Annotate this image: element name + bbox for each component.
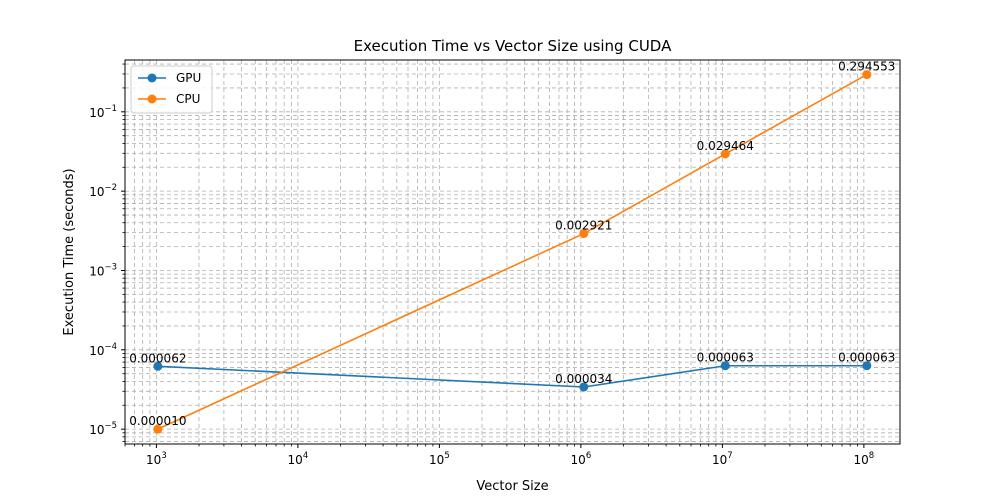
plot-frame bbox=[124, 59, 901, 445]
axis-ticks: 103 104 105 106 107 108 10−5 10−4 10−3 10−2 10−1 bbox=[89, 63, 875, 467]
gpu-data-label: 0.000063 bbox=[838, 351, 895, 365]
y-tick-label: 10−3 bbox=[89, 262, 117, 278]
data-labels: 0.000062 0.000034 0.000063 0.000063 0.000010… bbox=[129, 60, 895, 429]
cpu-data-label: 0.000010 bbox=[129, 414, 186, 428]
legend-cpu-marker bbox=[147, 94, 157, 104]
cpu-data-point bbox=[579, 229, 589, 239]
x-tick-label: 104 bbox=[288, 451, 309, 467]
x-tick-label: 108 bbox=[854, 451, 875, 467]
x-tick-label: 105 bbox=[429, 451, 450, 467]
legend-gpu-marker bbox=[147, 73, 157, 83]
legend-cpu-label: CPU bbox=[176, 92, 200, 106]
x-tick-label: 106 bbox=[571, 451, 592, 467]
legend: GPU CPU bbox=[130, 65, 213, 114]
y-tick-label: 10−1 bbox=[89, 104, 117, 120]
cpu-series-line bbox=[157, 73, 868, 430]
cpu-data-label: 0.294553 bbox=[838, 60, 895, 74]
y-tick-label: 10−5 bbox=[89, 421, 117, 437]
cpu-data-point bbox=[153, 424, 163, 434]
legend-gpu-label: GPU bbox=[176, 71, 201, 85]
gpu-data-point bbox=[862, 361, 872, 371]
x-tick-label: 103 bbox=[146, 451, 167, 467]
cpu-data-label: 0.029464 bbox=[697, 139, 754, 153]
cpu-data-label: 0.002921 bbox=[555, 219, 612, 233]
chart-title: Execution Time vs Vector Size using CUDA bbox=[354, 37, 672, 55]
gpu-data-label: 0.000063 bbox=[697, 351, 754, 365]
series bbox=[153, 70, 872, 434]
gpu-data-point bbox=[720, 361, 730, 371]
x-tick-label: 107 bbox=[712, 451, 733, 467]
y-axis-label: Execution Time (seconds) bbox=[62, 168, 77, 335]
y-tick-label: 10−4 bbox=[89, 342, 117, 358]
gpu-data-label: 0.000062 bbox=[129, 351, 186, 365]
cpu-data-point bbox=[862, 70, 872, 80]
x-axis-label: Vector Size bbox=[476, 479, 548, 494]
gpu-data-point bbox=[579, 382, 589, 392]
gpu-data-point bbox=[153, 361, 163, 371]
gpu-series-line bbox=[157, 364, 867, 388]
grid bbox=[124, 60, 900, 444]
y-tick-label: 10−2 bbox=[89, 183, 117, 199]
cpu-data-point bbox=[720, 149, 730, 159]
gpu-data-label: 0.000034 bbox=[555, 372, 612, 386]
